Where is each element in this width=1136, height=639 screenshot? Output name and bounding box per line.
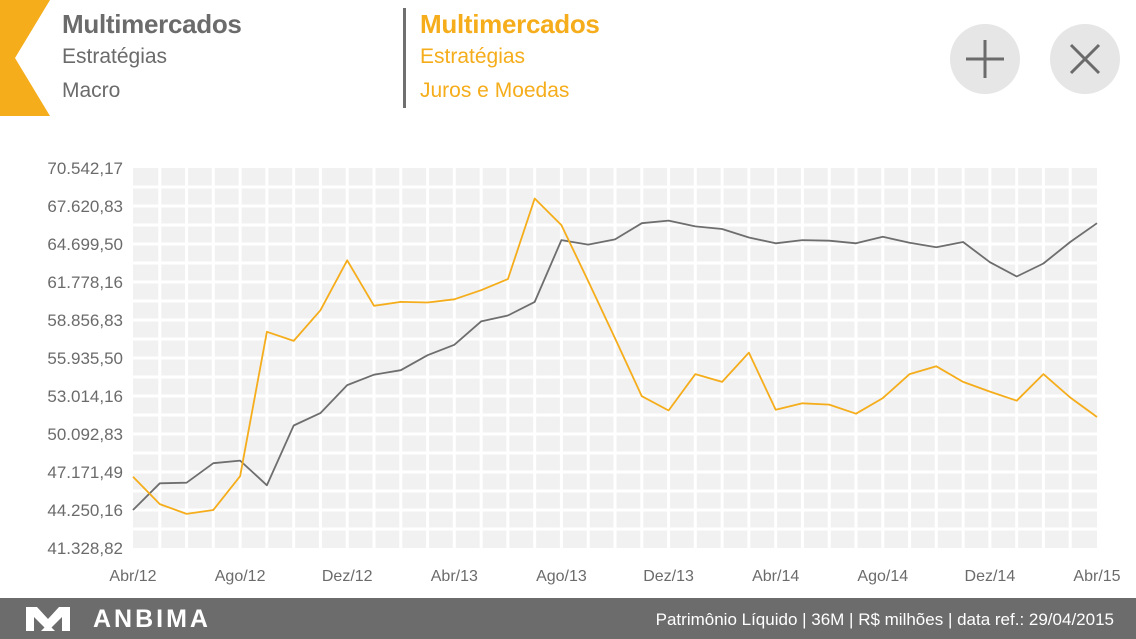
close-button[interactable] [1050, 24, 1120, 94]
series-b-category: Estratégias [420, 45, 526, 68]
header: Multimercados Estratégias Macro Multimer… [0, 0, 1136, 118]
y-tick-label: 50.092,83 [47, 425, 123, 444]
x-tick-label: Dez/12 [322, 568, 373, 585]
series-line-a [132, 219, 1098, 511]
series-a-label: Multimercados Estratégias Macro [62, 8, 242, 108]
series-b-title: Multimercados [420, 9, 600, 39]
close-icon [1069, 43, 1101, 75]
x-tick-label: Ago/13 [536, 568, 587, 585]
add-button[interactable] [950, 24, 1020, 94]
anbima-logo-icon [26, 607, 70, 631]
series-a-subcategory: Macro [62, 79, 121, 102]
back-arrow-icon[interactable] [0, 0, 50, 116]
footer-bar [0, 598, 1136, 639]
y-tick-label: 70.542,17 [47, 159, 123, 178]
x-tick-label: Abr/15 [1073, 568, 1120, 585]
x-tick-label: Abr/13 [431, 568, 478, 585]
x-tick-label: Dez/13 [643, 568, 694, 585]
series-a-title: Multimercados [62, 9, 242, 39]
header-divider [403, 8, 406, 108]
x-tick-label: Dez/14 [965, 568, 1016, 585]
y-tick-label: 64.699,50 [47, 235, 123, 254]
series-line-b [132, 197, 1098, 515]
series-b-label: Multimercados Estratégias Juros e Moedas [420, 8, 600, 108]
series-b-subcategory: Juros e Moedas [420, 79, 570, 102]
y-tick-label: 58.856,83 [47, 311, 123, 330]
y-tick-label: 44.250,16 [47, 501, 123, 520]
y-tick-label: 61.778,16 [47, 273, 123, 292]
x-tick-label: Abr/14 [752, 568, 799, 585]
x-tick-label: Ago/14 [857, 568, 908, 585]
series-a-category: Estratégias [62, 45, 168, 68]
y-tick-label: 47.171,49 [47, 463, 123, 482]
plus-icon [966, 40, 1004, 78]
brand-name: ANBIMA [93, 605, 211, 633]
y-tick-label: 41.328,82 [47, 539, 123, 558]
y-tick-label: 67.620,83 [47, 197, 123, 216]
footer-info: Patrimônio Líquido | 36M | R$ milhões | … [655, 610, 1114, 629]
x-tick-label: Abr/12 [109, 568, 156, 585]
y-tick-label: 53.014,16 [47, 387, 123, 406]
y-tick-label: 55.935,50 [47, 349, 123, 368]
line-chart: 70.542,17 67.620,83 64.699,50 61.778,16 58.8… [47, 159, 1120, 585]
x-tick-label: Ago/12 [215, 568, 266, 585]
